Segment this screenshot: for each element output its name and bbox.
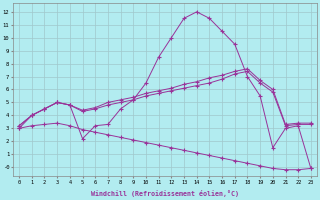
X-axis label: Windchill (Refroidissement éolien,°C): Windchill (Refroidissement éolien,°C) [91,190,239,197]
